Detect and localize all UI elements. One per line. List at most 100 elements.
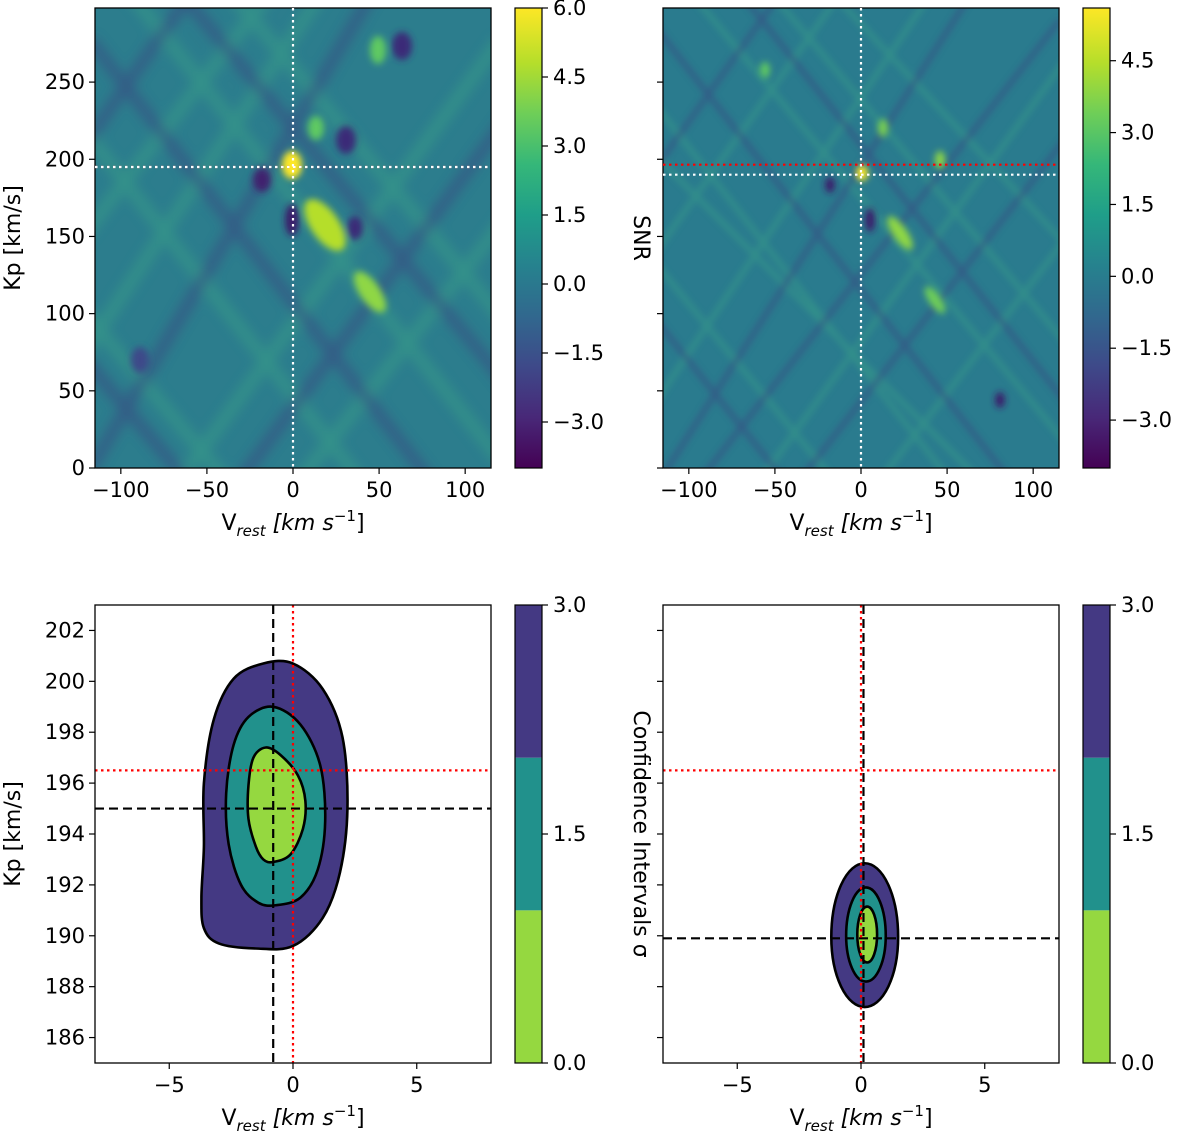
colorbar-tick-label: 4.5 <box>1121 49 1154 73</box>
y-tick-label: 190 <box>45 924 85 948</box>
y-tick-label: 188 <box>45 975 85 999</box>
colorbar-level <box>515 605 542 758</box>
x-axis-label-exp: −1 <box>334 507 356 525</box>
colorbar-tick-label: 3.0 <box>553 593 586 617</box>
x-axis-label-close: ] <box>924 1106 933 1131</box>
x-axis-label-exp: −1 <box>334 1102 356 1120</box>
x-tick-label: −100 <box>92 478 150 502</box>
axes-bottom-right: −5 0 5 Vrest [km s−1] <box>657 629 991 1135</box>
colorbar-tick-label: 1.5 <box>1121 192 1154 216</box>
colorbar-level <box>1083 910 1110 1063</box>
colorbar-tick-label: 0.0 <box>553 272 586 296</box>
x-tick-label: −100 <box>660 478 718 502</box>
y-tick-label: 198 <box>45 720 85 744</box>
y-axis-label: Kp [km/s] <box>1 185 26 291</box>
x-axis-label-unit: [km s <box>834 1106 902 1131</box>
x-tick-label: 0 <box>854 1073 867 1097</box>
colorbar-frame <box>514 7 543 469</box>
y-tick-label: 100 <box>45 302 85 326</box>
colorbar-tick-label: −1.5 <box>553 341 604 365</box>
x-axis-label-unit: [km s <box>266 511 334 536</box>
contours-bottom-left <box>200 659 349 951</box>
reference-lines-top-left <box>95 8 491 468</box>
x-tick-label: −5 <box>722 1073 753 1097</box>
x-tick-label: 5 <box>410 1073 423 1097</box>
x-axis-label-base: V <box>221 1106 236 1131</box>
colorbar-level <box>515 757 542 911</box>
snr-map-top-left <box>95 8 491 468</box>
y-tick-label: 196 <box>45 771 85 795</box>
colorbar-tick-label: 3.0 <box>1121 121 1154 145</box>
colorbar-tick-label: 4.5 <box>553 65 586 89</box>
colorbar-tick-label: 3.0 <box>553 134 586 158</box>
colorbar-frame <box>1082 7 1111 469</box>
colorbar-tick-label: −1.5 <box>1121 336 1172 360</box>
x-tick-label: 0 <box>286 1073 299 1097</box>
x-axis-label-exp: −1 <box>902 1102 924 1120</box>
panel-top-right: −100 −50 0 50 100 Vrest [km s−1] −3.0 −1.5 0.0 1… <box>657 7 1200 540</box>
x-axis-label: Vrest [km s−1] <box>221 1102 364 1135</box>
panel-bottom-right: −5 0 5 Vrest [km s−1] 0.0 1.5 3.0 Confidence I… <box>657 593 1200 1135</box>
y-tick-label: 200 <box>45 669 85 693</box>
x-axis-label-sub: rest <box>805 522 835 540</box>
colorbar-top-right: −3.0 −1.5 0.0 1.5 3.0 4.5 SNR <box>1082 7 1200 469</box>
x-axis-label: Vrest [km s−1] <box>789 1102 932 1135</box>
x-axis-label-base: V <box>789 1106 804 1131</box>
colorbar-label: Confidence Intervals σ <box>628 710 653 957</box>
colorbar-tick-label: −3.0 <box>1121 408 1172 432</box>
colorbar-label: Confidence Intervals σ <box>1196 710 1200 957</box>
x-axis-label-close: ] <box>356 511 365 536</box>
x-axis-label: Vrest [km s−1] <box>221 507 364 540</box>
axes-top-right: −100 −50 0 50 100 Vrest [km s−1] <box>657 81 1053 540</box>
y-tick-label: 200 <box>45 147 85 171</box>
y-tick-label: 202 <box>45 618 85 642</box>
y-tick-label: 250 <box>45 70 85 94</box>
x-tick-label: −50 <box>185 478 229 502</box>
x-tick-label: 100 <box>445 478 485 502</box>
colorbar-label: SNR <box>1196 215 1200 261</box>
colorbar-tick-label: −3.0 <box>553 410 604 434</box>
axes-top-left: −100 −50 0 50 100 0 50 100 150 200 250 Vrest [km s−… <box>1 70 485 540</box>
panel-bottom-left: −5 0 5 186 188 190 192 194 196 198 200 202 Vrest [km… <box>1 593 653 1135</box>
x-axis-label-sub: rest <box>237 1117 267 1135</box>
y-tick-label: 186 <box>45 1026 85 1050</box>
colorbar-level <box>1083 605 1110 758</box>
colorbar-tick-label: 0.0 <box>1121 1051 1154 1075</box>
colorbar-bottom-left: 0.0 1.5 3.0 Confidence Intervals σ <box>514 593 653 1075</box>
contour-1-sigma <box>246 746 307 864</box>
colorbar-tick-label: 1.5 <box>553 203 586 227</box>
colorbar-level <box>1083 757 1110 911</box>
snr-map-top-right <box>663 8 1059 468</box>
reference-lines-top-right <box>663 8 1059 468</box>
colorbar-label: SNR <box>628 215 653 261</box>
y-tick-label: 150 <box>45 224 85 248</box>
x-axis-label: Vrest [km s−1] <box>789 507 932 540</box>
colorbar-level <box>515 910 542 1063</box>
reference-lines-bottom-right <box>663 605 1059 1063</box>
y-tick-label: 192 <box>45 873 85 897</box>
x-tick-label: −5 <box>154 1073 185 1097</box>
x-tick-label: −50 <box>753 478 797 502</box>
x-axis-label-close: ] <box>924 511 933 536</box>
colorbar-tick-label: 3.0 <box>1121 593 1154 617</box>
y-axis-label: Kp [km/s] <box>1 781 26 887</box>
colorbar-tick-label: 0.0 <box>1121 264 1154 288</box>
x-axis-label-base: V <box>221 511 236 536</box>
colorbar-gradient <box>515 8 542 468</box>
colorbar-tick-label: 6.0 <box>553 0 586 20</box>
y-tick-label: 0 <box>72 456 85 480</box>
x-tick-label: 5 <box>978 1073 991 1097</box>
colorbar-tick-label: 1.5 <box>553 822 586 846</box>
x-axis-label-unit: [km s <box>834 511 902 536</box>
colorbar-tick-label: 1.5 <box>1121 822 1154 846</box>
contours-bottom-right <box>829 862 900 1009</box>
x-axis-label-sub: rest <box>237 522 267 540</box>
colorbar-bottom-right: 0.0 1.5 3.0 Confidence Intervals σ <box>1082 593 1200 1075</box>
x-tick-label: 50 <box>934 478 961 502</box>
x-axis-label-unit: [km s <box>266 1106 334 1131</box>
colorbar-gradient <box>1083 8 1110 468</box>
x-axis-label-close: ] <box>356 1106 365 1131</box>
axes-bottom-left: −5 0 5 186 188 190 192 194 196 198 200 202 Vrest [km… <box>1 618 423 1135</box>
